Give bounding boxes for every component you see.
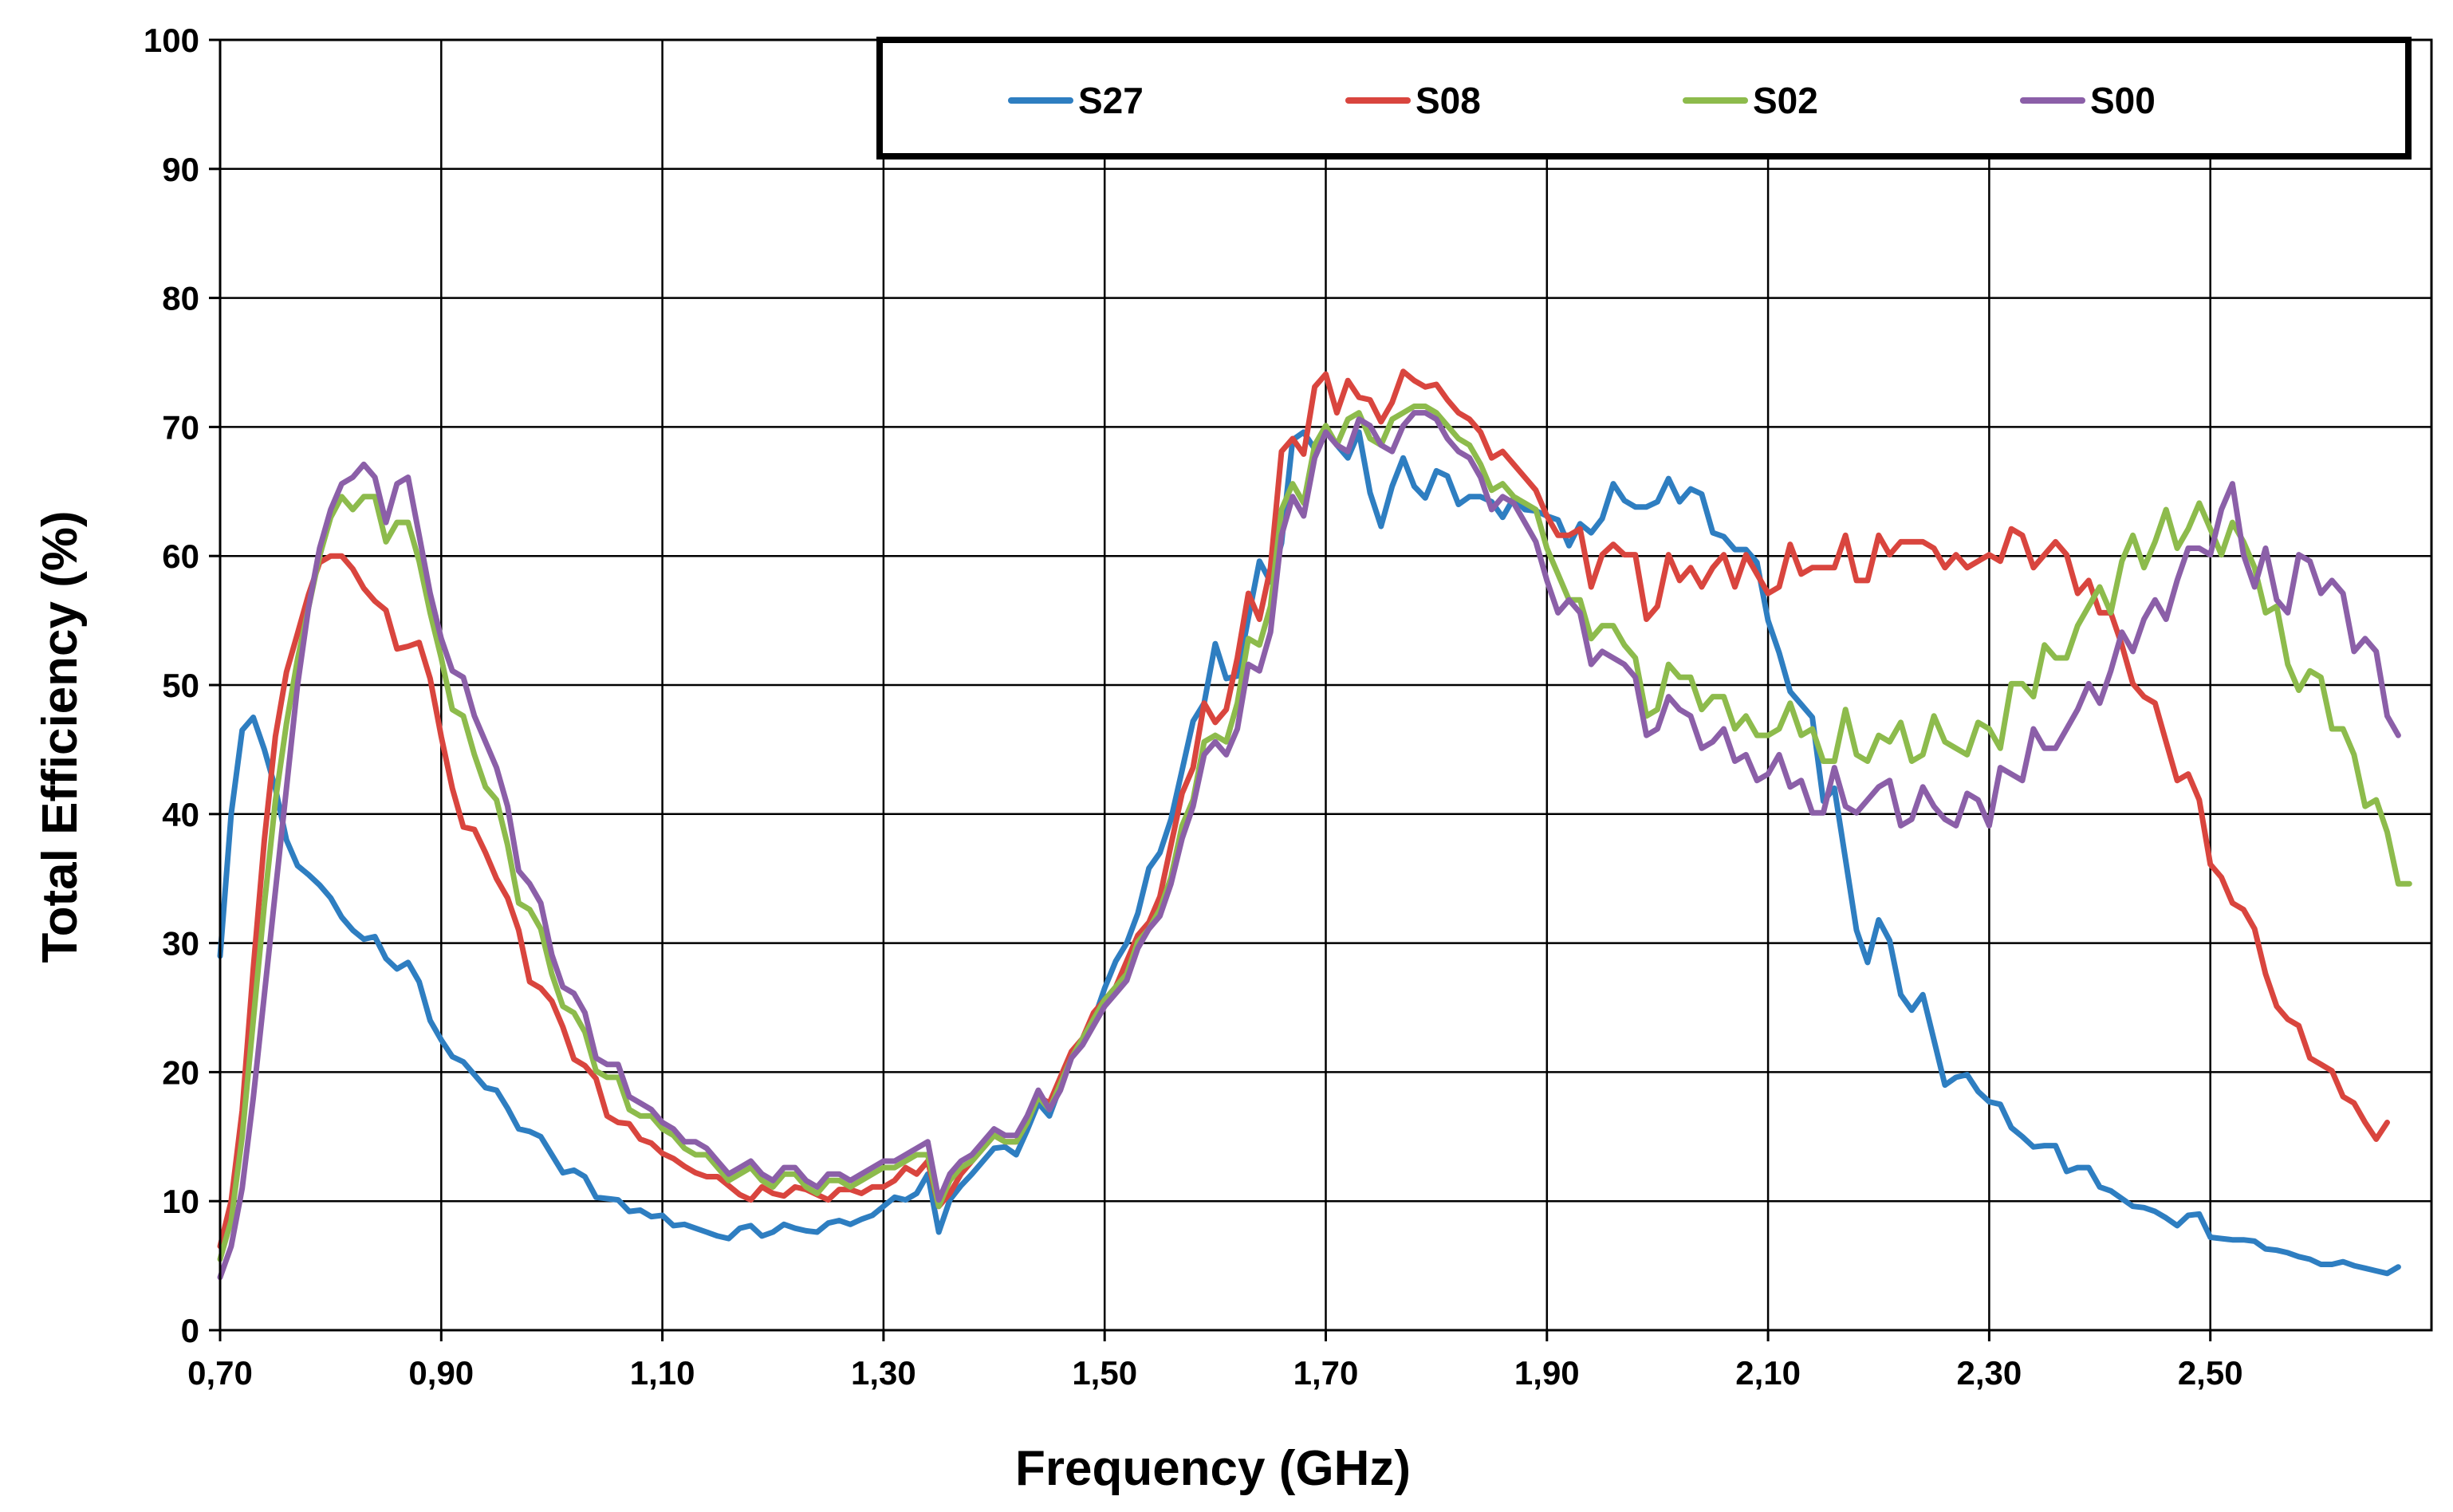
y-tick-label: 100 <box>144 22 199 59</box>
x-tick-label: 1,70 <box>1293 1354 1359 1392</box>
y-tick-label: 20 <box>162 1053 199 1091</box>
y-tick-label: 70 <box>162 408 199 446</box>
x-tick-label: 0,70 <box>187 1354 253 1392</box>
x-tick-label: 1,10 <box>630 1354 695 1392</box>
y-axis-title: Total Efficiency (%) <box>33 510 88 963</box>
x-tick-label: 2,10 <box>1735 1354 1801 1392</box>
legend-label-s02: S02 <box>1753 80 1818 121</box>
x-axis-tick-labels: 0,70 0,90 1,10 1,30 1,50 1,70 1,90 2,10 2,30 2,50 <box>187 1354 2242 1392</box>
series-line-s02 <box>217 404 2412 1262</box>
legend: S27 S08 S02 S00 <box>876 37 2412 159</box>
y-axis-tick-labels: 0 10 20 30 40 50 60 70 80 90 100 <box>144 22 199 1349</box>
y-tick-label: 30 <box>162 925 199 963</box>
y-tick-label: 0 <box>181 1312 199 1349</box>
legend-label-s00: S00 <box>2090 80 2156 121</box>
y-tick-label: 60 <box>162 537 199 575</box>
y-tick-label: 40 <box>162 796 199 833</box>
legend-label-s27: S27 <box>1078 80 1144 121</box>
y-tick-label: 10 <box>162 1183 199 1220</box>
x-axis-title: Frequency (GHz) <box>1015 1441 1411 1496</box>
legend-box <box>876 37 2412 159</box>
y-tick-label: 90 <box>162 151 199 188</box>
x-tick-label: 1,30 <box>851 1354 916 1392</box>
y-tick-label: 50 <box>162 667 199 704</box>
x-tick-label: 1,50 <box>1072 1354 1137 1392</box>
legend-label-s08: S08 <box>1415 80 1481 121</box>
x-tick-label: 2,30 <box>1957 1354 2022 1392</box>
series-line-s08 <box>217 368 2390 1250</box>
x-tick-label: 1,90 <box>1514 1354 1580 1392</box>
series-line-s27 <box>217 427 2401 1277</box>
x-tick-label: 2,50 <box>2178 1354 2243 1392</box>
series-line-s00 <box>217 410 2401 1281</box>
x-tick-label: 0,90 <box>408 1354 474 1392</box>
series-lines <box>217 368 2412 1281</box>
y-tick-label: 80 <box>162 280 199 317</box>
